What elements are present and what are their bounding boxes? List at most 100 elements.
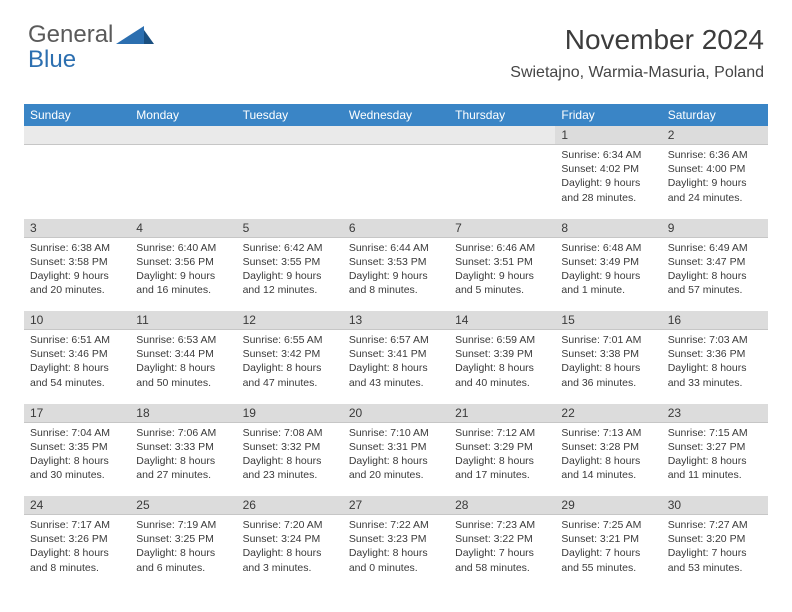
sunrise-line: Sunrise: 6:44 AM	[349, 241, 443, 255]
day-number-cell: 28	[449, 496, 555, 515]
sunrise-line: Sunrise: 7:04 AM	[30, 426, 124, 440]
day-detail-row: Sunrise: 7:17 AMSunset: 3:26 PMDaylight:…	[24, 515, 768, 589]
day-detail-cell: Sunrise: 6:55 AMSunset: 3:42 PMDaylight:…	[237, 330, 343, 404]
daylight-line: Daylight: 8 hours and 36 minutes.	[561, 361, 655, 389]
weekday-header: Tuesday	[237, 104, 343, 126]
daylight-line: Daylight: 8 hours and 20 minutes.	[349, 454, 443, 482]
day-detail-cell	[449, 145, 555, 219]
day-detail-cell: Sunrise: 6:46 AMSunset: 3:51 PMDaylight:…	[449, 237, 555, 311]
day-detail-cell: Sunrise: 7:22 AMSunset: 3:23 PMDaylight:…	[343, 515, 449, 589]
day-detail-cell: Sunrise: 7:08 AMSunset: 3:32 PMDaylight:…	[237, 422, 343, 496]
sunrise-line: Sunrise: 7:23 AM	[455, 518, 549, 532]
sunrise-line: Sunrise: 6:59 AM	[455, 333, 549, 347]
sunrise-line: Sunrise: 6:51 AM	[30, 333, 124, 347]
sunrise-line: Sunrise: 6:57 AM	[349, 333, 443, 347]
day-detail-cell	[130, 145, 236, 219]
logo: General Blue	[28, 22, 113, 72]
sunset-line: Sunset: 3:27 PM	[668, 440, 762, 454]
sunset-line: Sunset: 3:53 PM	[349, 255, 443, 269]
sunset-line: Sunset: 3:36 PM	[668, 347, 762, 361]
sunset-line: Sunset: 3:46 PM	[30, 347, 124, 361]
day-detail-cell: Sunrise: 7:20 AMSunset: 3:24 PMDaylight:…	[237, 515, 343, 589]
sunset-line: Sunset: 4:02 PM	[561, 162, 655, 176]
daylight-line: Daylight: 9 hours and 24 minutes.	[668, 176, 762, 204]
day-number-cell: 6	[343, 219, 449, 238]
day-number-row: 17181920212223	[24, 404, 768, 423]
day-number-cell: 16	[662, 311, 768, 330]
calendar-table: Sunday Monday Tuesday Wednesday Thursday…	[24, 104, 768, 589]
daylight-line: Daylight: 7 hours and 55 minutes.	[561, 546, 655, 574]
sunrise-line: Sunrise: 6:42 AM	[243, 241, 337, 255]
day-number-cell: 26	[237, 496, 343, 515]
sunset-line: Sunset: 3:31 PM	[349, 440, 443, 454]
weekday-header: Friday	[555, 104, 661, 126]
page-title: November 2024	[510, 24, 764, 56]
sunset-line: Sunset: 3:56 PM	[136, 255, 230, 269]
sunrise-line: Sunrise: 7:12 AM	[455, 426, 549, 440]
sunset-line: Sunset: 3:29 PM	[455, 440, 549, 454]
day-number-cell: 12	[237, 311, 343, 330]
day-number-cell: 13	[343, 311, 449, 330]
sunset-line: Sunset: 3:51 PM	[455, 255, 549, 269]
day-detail-cell: Sunrise: 7:01 AMSunset: 3:38 PMDaylight:…	[555, 330, 661, 404]
daylight-line: Daylight: 8 hours and 14 minutes.	[561, 454, 655, 482]
day-number-cell: 2	[662, 126, 768, 145]
sunset-line: Sunset: 3:49 PM	[561, 255, 655, 269]
day-number-cell: 27	[343, 496, 449, 515]
sunset-line: Sunset: 3:42 PM	[243, 347, 337, 361]
sunset-line: Sunset: 3:41 PM	[349, 347, 443, 361]
daylight-line: Daylight: 7 hours and 58 minutes.	[455, 546, 549, 574]
daylight-line: Daylight: 9 hours and 20 minutes.	[30, 269, 124, 297]
day-detail-cell: Sunrise: 6:59 AMSunset: 3:39 PMDaylight:…	[449, 330, 555, 404]
day-number-cell	[237, 126, 343, 145]
day-detail-cell: Sunrise: 6:49 AMSunset: 3:47 PMDaylight:…	[662, 237, 768, 311]
sunrise-line: Sunrise: 6:36 AM	[668, 148, 762, 162]
sunset-line: Sunset: 3:44 PM	[136, 347, 230, 361]
day-number-cell: 11	[130, 311, 236, 330]
day-detail-cell: Sunrise: 6:51 AMSunset: 3:46 PMDaylight:…	[24, 330, 130, 404]
day-detail-cell: Sunrise: 6:42 AMSunset: 3:55 PMDaylight:…	[237, 237, 343, 311]
day-detail-cell	[343, 145, 449, 219]
day-number-cell: 9	[662, 219, 768, 238]
daylight-line: Daylight: 9 hours and 12 minutes.	[243, 269, 337, 297]
sunrise-line: Sunrise: 7:20 AM	[243, 518, 337, 532]
day-number-cell	[343, 126, 449, 145]
daylight-line: Daylight: 9 hours and 1 minute.	[561, 269, 655, 297]
sunrise-line: Sunrise: 6:34 AM	[561, 148, 655, 162]
daylight-line: Daylight: 8 hours and 54 minutes.	[30, 361, 124, 389]
day-number-cell: 5	[237, 219, 343, 238]
daylight-line: Daylight: 8 hours and 23 minutes.	[243, 454, 337, 482]
weekday-header: Thursday	[449, 104, 555, 126]
daylight-line: Daylight: 8 hours and 0 minutes.	[349, 546, 443, 574]
sunrise-line: Sunrise: 7:15 AM	[668, 426, 762, 440]
sunset-line: Sunset: 3:47 PM	[668, 255, 762, 269]
header: November 2024 Swietajno, Warmia-Masuria,…	[510, 24, 764, 82]
logo-word2: Blue	[28, 46, 76, 73]
daylight-line: Daylight: 8 hours and 40 minutes.	[455, 361, 549, 389]
sunset-line: Sunset: 3:20 PM	[668, 532, 762, 546]
day-number-cell: 3	[24, 219, 130, 238]
daylight-line: Daylight: 8 hours and 3 minutes.	[243, 546, 337, 574]
day-number-cell	[449, 126, 555, 145]
sunset-line: Sunset: 3:58 PM	[30, 255, 124, 269]
day-detail-cell: Sunrise: 7:17 AMSunset: 3:26 PMDaylight:…	[24, 515, 130, 589]
weekday-header: Wednesday	[343, 104, 449, 126]
sunset-line: Sunset: 3:33 PM	[136, 440, 230, 454]
sunset-line: Sunset: 3:28 PM	[561, 440, 655, 454]
day-number-cell: 14	[449, 311, 555, 330]
day-detail-cell: Sunrise: 6:38 AMSunset: 3:58 PMDaylight:…	[24, 237, 130, 311]
logo-text: General Blue	[28, 22, 113, 72]
daylight-line: Daylight: 8 hours and 50 minutes.	[136, 361, 230, 389]
day-number-cell: 7	[449, 219, 555, 238]
sunrise-line: Sunrise: 7:25 AM	[561, 518, 655, 532]
sunset-line: Sunset: 3:23 PM	[349, 532, 443, 546]
day-number-cell: 30	[662, 496, 768, 515]
day-detail-cell: Sunrise: 7:03 AMSunset: 3:36 PMDaylight:…	[662, 330, 768, 404]
sunset-line: Sunset: 3:21 PM	[561, 532, 655, 546]
sunrise-line: Sunrise: 7:03 AM	[668, 333, 762, 347]
sunrise-line: Sunrise: 7:19 AM	[136, 518, 230, 532]
sunset-line: Sunset: 3:22 PM	[455, 532, 549, 546]
sunset-line: Sunset: 3:24 PM	[243, 532, 337, 546]
logo-word1: General	[28, 21, 113, 48]
daylight-line: Daylight: 9 hours and 16 minutes.	[136, 269, 230, 297]
